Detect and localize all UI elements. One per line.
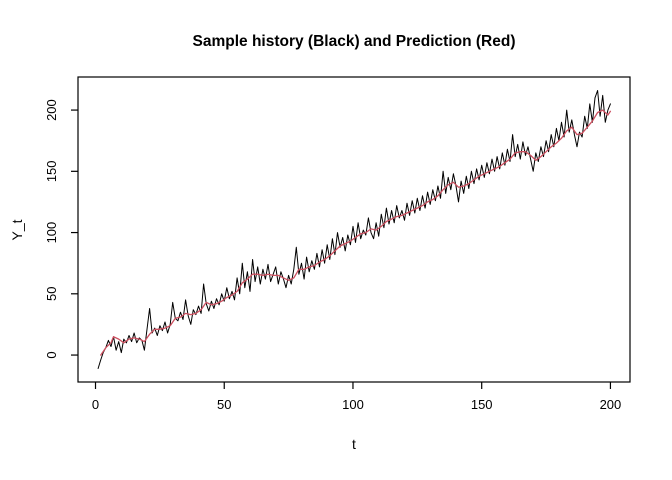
history-series-line <box>97 90 611 369</box>
y-tick-label: 150 <box>44 160 59 182</box>
x-axis-label: t <box>352 436 356 452</box>
y-tick-label: 200 <box>44 99 59 121</box>
x-axis: 0 50 100 150 200 <box>92 382 621 412</box>
y-axis: 0 50 100 150 200 <box>44 99 78 359</box>
chart-title: Sample history (Black) and Prediction (R… <box>193 33 516 50</box>
series-group <box>97 90 612 369</box>
y-tick-label: 0 <box>44 351 59 358</box>
x-tick-label: 150 <box>471 397 493 412</box>
y-tick-label: 50 <box>44 287 59 301</box>
x-tick-label: 100 <box>342 397 364 412</box>
x-tick-label: 50 <box>217 397 231 412</box>
x-tick-label: 0 <box>92 397 99 412</box>
prediction-series-line <box>100 109 612 356</box>
x-tick-label: 200 <box>600 397 622 412</box>
y-axis-label: Y_t <box>9 219 25 240</box>
plot-frame <box>77 76 631 383</box>
y-tick-label: 100 <box>44 222 59 244</box>
